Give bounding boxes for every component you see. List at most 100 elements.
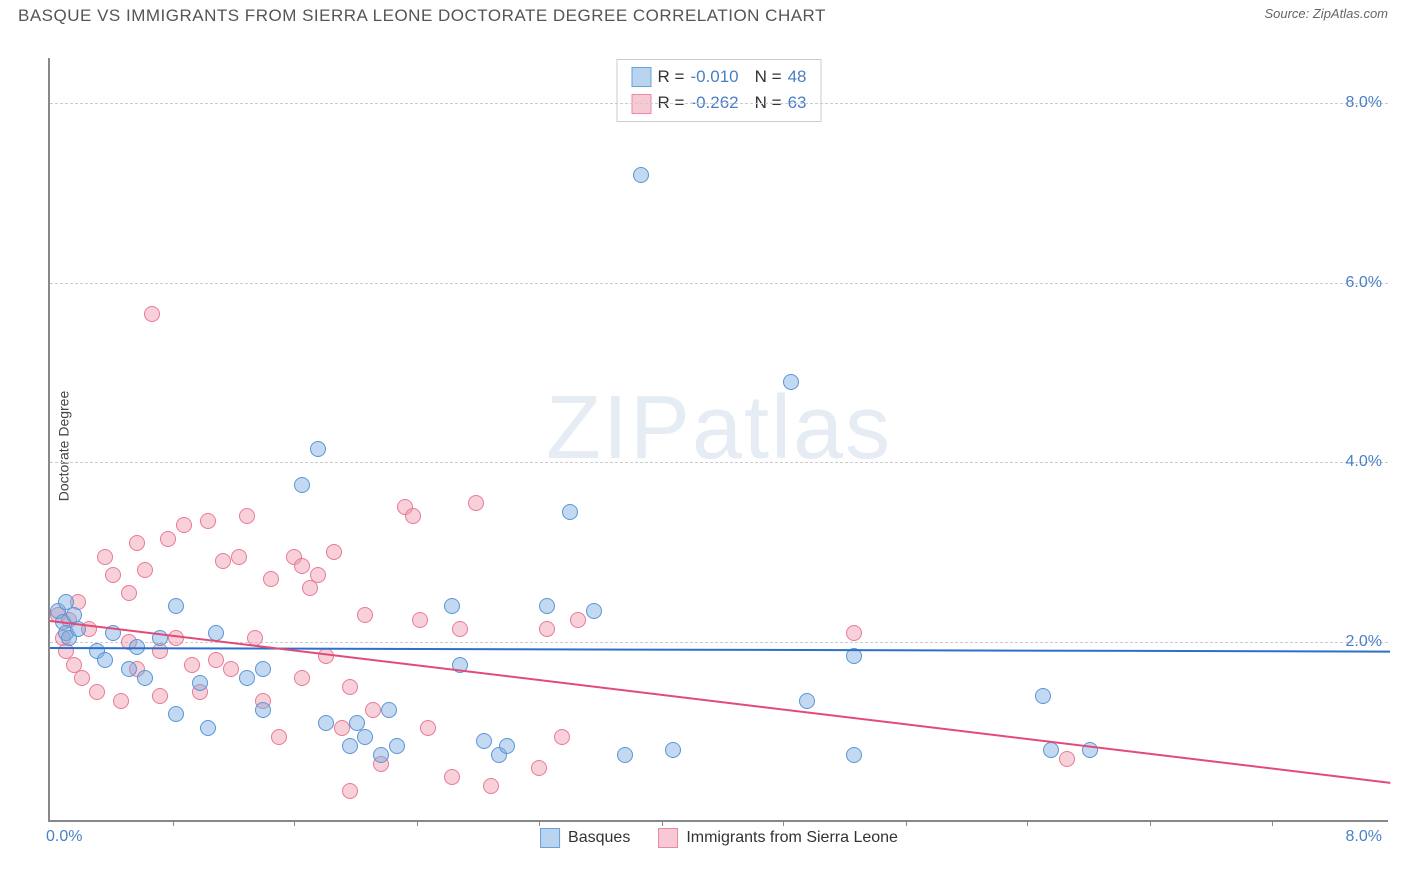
data-point-sierra-leone bbox=[318, 648, 334, 664]
legend-r-basques: -0.010 bbox=[690, 64, 738, 90]
legend-label-basques: Basques bbox=[568, 829, 630, 847]
x-axis-min-label: 0.0% bbox=[46, 828, 82, 846]
data-point-sierra-leone bbox=[74, 670, 90, 686]
data-point-basques bbox=[539, 598, 555, 614]
data-point-basques bbox=[1082, 742, 1098, 758]
data-point-sierra-leone bbox=[152, 688, 168, 704]
data-point-basques bbox=[783, 374, 799, 390]
data-point-basques bbox=[129, 639, 145, 655]
data-point-sierra-leone bbox=[539, 621, 555, 637]
data-point-sierra-leone bbox=[168, 630, 184, 646]
data-point-sierra-leone bbox=[200, 513, 216, 529]
data-point-basques bbox=[168, 706, 184, 722]
data-point-sierra-leone bbox=[239, 508, 255, 524]
data-point-basques bbox=[105, 625, 121, 641]
legend-swatch-basques bbox=[632, 67, 652, 87]
data-point-sierra-leone bbox=[176, 517, 192, 533]
data-point-basques bbox=[846, 747, 862, 763]
legend-row-basques: R = -0.010 N = 48 bbox=[632, 64, 807, 90]
data-point-sierra-leone bbox=[365, 702, 381, 718]
data-point-basques bbox=[310, 441, 326, 457]
x-tick-mark bbox=[294, 820, 295, 826]
legend-n-basques: 48 bbox=[788, 64, 807, 90]
scatter-plot-area: ZIPatlas R = -0.010 N = 48 R = -0.262 N … bbox=[48, 58, 1388, 822]
x-tick-mark bbox=[1027, 820, 1028, 826]
data-point-sierra-leone bbox=[97, 549, 113, 565]
data-point-basques bbox=[294, 477, 310, 493]
data-point-sierra-leone bbox=[405, 508, 421, 524]
data-point-sierra-leone bbox=[113, 693, 129, 709]
data-point-basques bbox=[121, 661, 137, 677]
legend-item-basques: Basques bbox=[540, 828, 630, 848]
data-point-basques bbox=[208, 625, 224, 641]
data-point-sierra-leone bbox=[342, 679, 358, 695]
grid-line bbox=[50, 283, 1388, 284]
data-point-basques bbox=[168, 598, 184, 614]
x-tick-mark bbox=[539, 820, 540, 826]
regression-line-basques bbox=[50, 647, 1390, 653]
data-point-sierra-leone bbox=[326, 544, 342, 560]
data-point-basques bbox=[342, 738, 358, 754]
legend-swatch-basques bbox=[540, 828, 560, 848]
y-tick-label: 4.0% bbox=[1346, 453, 1382, 471]
data-point-basques bbox=[1035, 688, 1051, 704]
data-point-sierra-leone bbox=[121, 585, 137, 601]
data-point-sierra-leone bbox=[215, 553, 231, 569]
data-point-sierra-leone bbox=[129, 535, 145, 551]
data-point-sierra-leone bbox=[105, 567, 121, 583]
grid-line bbox=[50, 103, 1388, 104]
data-point-basques bbox=[152, 630, 168, 646]
data-point-basques bbox=[476, 733, 492, 749]
legend-label-sierra-leone: Immigrants from Sierra Leone bbox=[686, 829, 898, 847]
data-point-basques bbox=[617, 747, 633, 763]
data-point-sierra-leone bbox=[310, 567, 326, 583]
data-point-basques bbox=[633, 167, 649, 183]
y-tick-label: 6.0% bbox=[1346, 274, 1382, 292]
data-point-basques bbox=[846, 648, 862, 664]
grid-line bbox=[50, 462, 1388, 463]
data-point-sierra-leone bbox=[452, 621, 468, 637]
data-point-sierra-leone bbox=[294, 670, 310, 686]
x-tick-mark bbox=[173, 820, 174, 826]
legend-item-sierra-leone: Immigrants from Sierra Leone bbox=[658, 828, 898, 848]
data-point-basques bbox=[381, 702, 397, 718]
data-point-sierra-leone bbox=[223, 661, 239, 677]
x-tick-mark bbox=[417, 820, 418, 826]
data-point-sierra-leone bbox=[271, 729, 287, 745]
data-point-sierra-leone bbox=[846, 625, 862, 641]
data-point-basques bbox=[444, 598, 460, 614]
data-point-basques bbox=[499, 738, 515, 754]
data-point-sierra-leone bbox=[137, 562, 153, 578]
data-point-basques bbox=[200, 720, 216, 736]
x-axis-max-label: 8.0% bbox=[1346, 828, 1382, 846]
correlation-legend: R = -0.010 N = 48 R = -0.262 N = 63 bbox=[617, 59, 822, 122]
data-point-sierra-leone bbox=[420, 720, 436, 736]
data-point-sierra-leone bbox=[554, 729, 570, 745]
x-tick-mark bbox=[1272, 820, 1273, 826]
chart-title: BASQUE VS IMMIGRANTS FROM SIERRA LEONE D… bbox=[18, 6, 826, 26]
data-point-basques bbox=[452, 657, 468, 673]
legend-swatch-sierra-leone bbox=[658, 828, 678, 848]
x-tick-mark bbox=[783, 820, 784, 826]
data-point-basques bbox=[318, 715, 334, 731]
data-point-sierra-leone bbox=[412, 612, 428, 628]
header: BASQUE VS IMMIGRANTS FROM SIERRA LEONE D… bbox=[0, 0, 1406, 40]
data-point-basques bbox=[562, 504, 578, 520]
data-point-sierra-leone bbox=[531, 760, 547, 776]
data-point-sierra-leone bbox=[294, 558, 310, 574]
x-tick-mark bbox=[906, 820, 907, 826]
data-point-sierra-leone bbox=[570, 612, 586, 628]
data-point-basques bbox=[192, 675, 208, 691]
data-point-sierra-leone bbox=[184, 657, 200, 673]
data-point-sierra-leone bbox=[1059, 751, 1075, 767]
data-point-basques bbox=[586, 603, 602, 619]
data-point-basques bbox=[255, 661, 271, 677]
series-legend: Basques Immigrants from Sierra Leone bbox=[540, 828, 898, 848]
y-tick-label: 2.0% bbox=[1346, 633, 1382, 651]
data-point-sierra-leone bbox=[263, 571, 279, 587]
legend-n-label: N = bbox=[755, 64, 782, 90]
data-point-basques bbox=[799, 693, 815, 709]
data-point-sierra-leone bbox=[334, 720, 350, 736]
x-tick-mark bbox=[1150, 820, 1151, 826]
watermark-text: ZIPatlas bbox=[546, 377, 892, 480]
